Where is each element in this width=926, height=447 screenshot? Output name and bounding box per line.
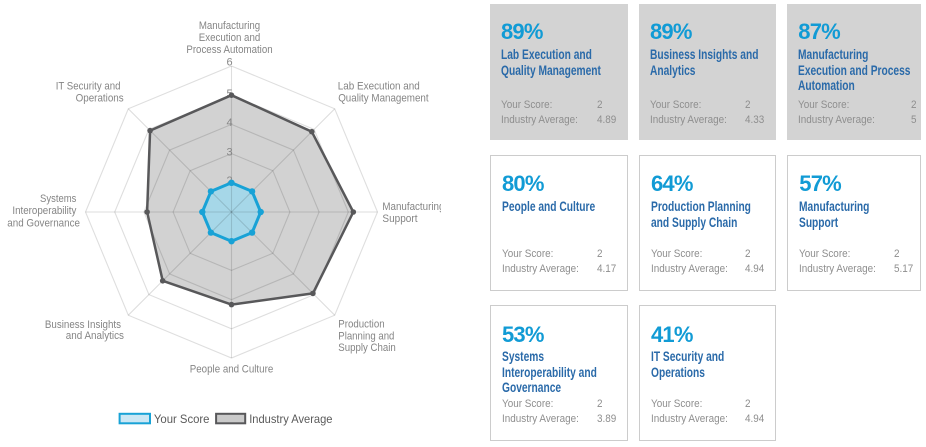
svg-text:and Governance: and Governance (7, 218, 80, 230)
svg-text:and Analytics: and Analytics (66, 330, 125, 342)
svg-text:Execution and: Execution and (199, 32, 261, 44)
svg-text:Interoperability: Interoperability (12, 205, 76, 217)
svg-text:Your Score: Your Score (154, 412, 210, 426)
svg-text:Industry Average: Industry Average (249, 412, 333, 426)
svg-text:4: 4 (226, 117, 232, 129)
svg-text:Systems: Systems (40, 193, 77, 205)
svg-text:Business Insights: Business Insights (45, 319, 122, 331)
svg-text:Manufacturing: Manufacturing (199, 20, 260, 32)
svg-text:Manufacturing: Manufacturing (382, 201, 444, 213)
svg-text:Process Automation: Process Automation (186, 44, 272, 56)
svg-text:Operations: Operations (76, 93, 125, 105)
svg-text:IT Security and: IT Security and (56, 81, 121, 93)
svg-text:Support: Support (382, 213, 417, 225)
svg-text:Lab Execution and: Lab Execution and (338, 80, 420, 92)
svg-text:Planning and: Planning and (338, 331, 394, 343)
svg-text:6: 6 (226, 57, 232, 69)
svg-text:Quality Management: Quality Management (338, 92, 428, 104)
svg-text:People and Culture: People and Culture (190, 364, 274, 376)
svg-text:Production: Production (338, 319, 384, 331)
svg-text:Supply Chain: Supply Chain (338, 342, 396, 354)
svg-text:3: 3 (226, 147, 232, 159)
